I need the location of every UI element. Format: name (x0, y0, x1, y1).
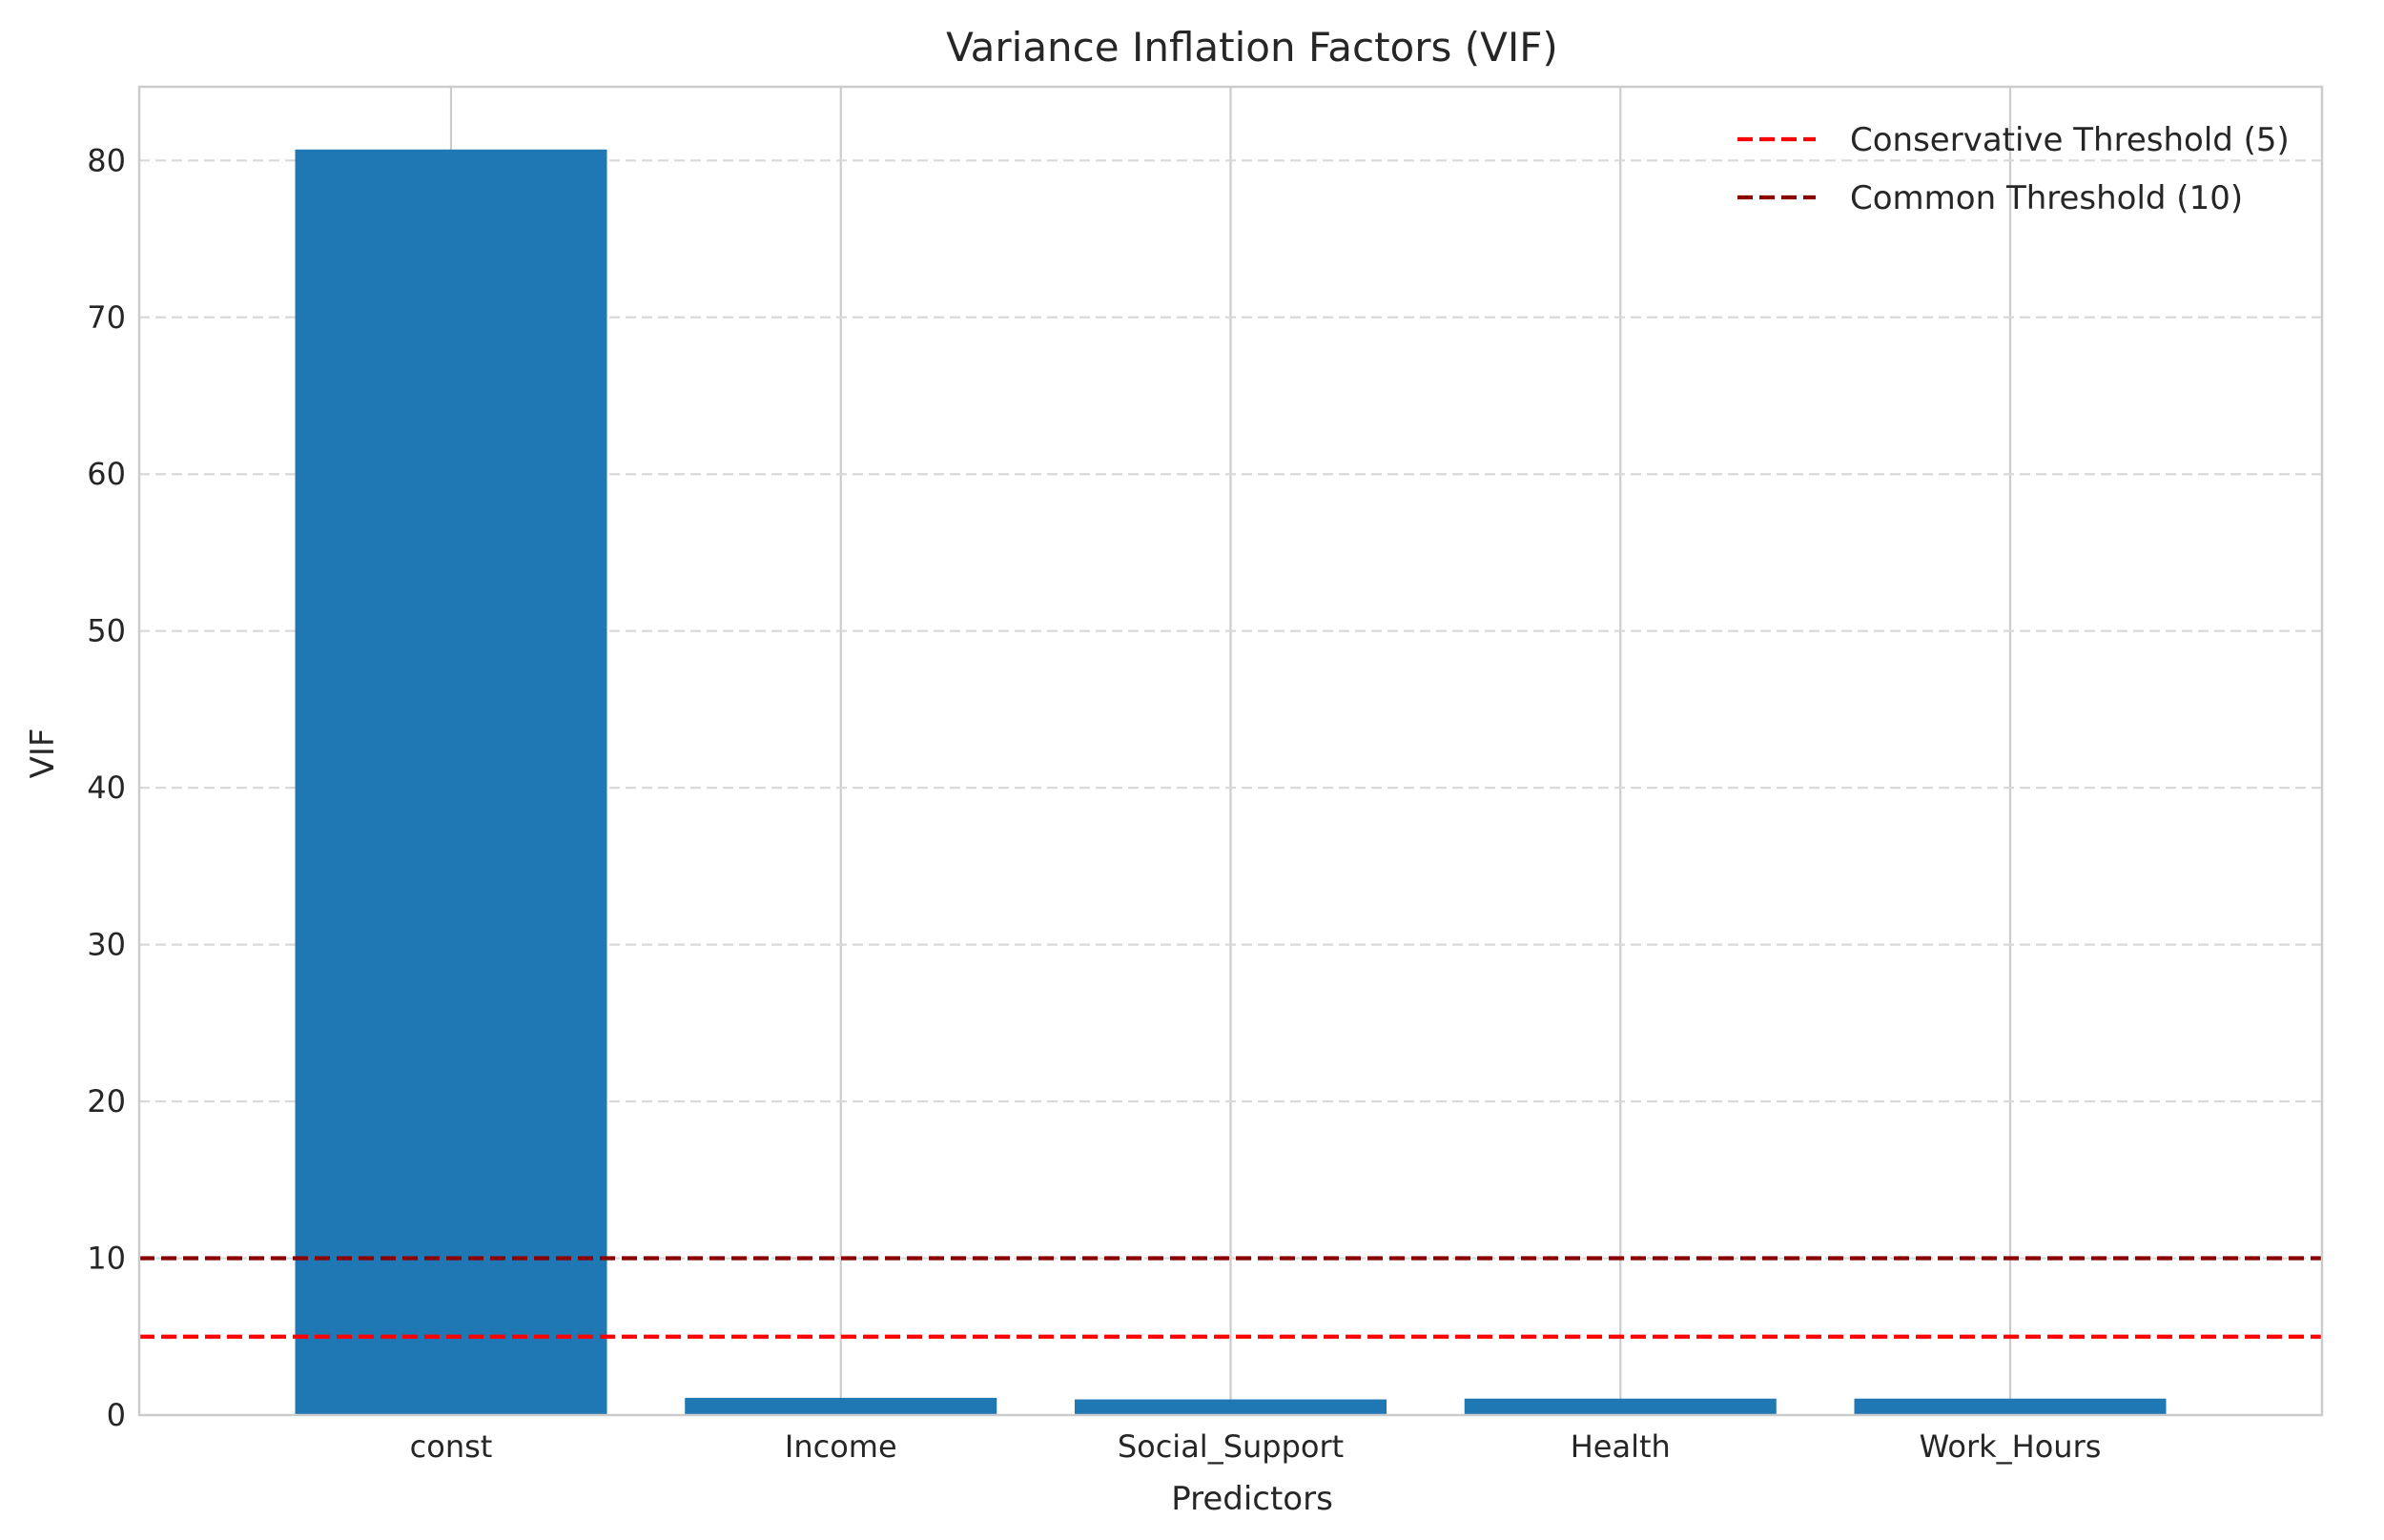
legend: Conservative Threshold (5) Common Thresho… (1737, 121, 2290, 217)
x-axis-ticks: const Income Social_Support Health Work_Hour… (410, 1428, 2102, 1465)
x-tick-label: Income (785, 1428, 897, 1465)
x-tick-label: Work_Hours (1920, 1428, 2102, 1465)
bars (295, 149, 2167, 1415)
y-tick-label: 20 (87, 1083, 126, 1119)
bar-health (1464, 1398, 1777, 1415)
y-axis-ticks: 0 10 20 30 40 50 60 70 80 (87, 142, 126, 1433)
legend-label: Conservative Threshold (5) (1850, 121, 2290, 159)
y-axis-label: VIF (24, 729, 62, 779)
bar-const (295, 149, 607, 1415)
y-tick-label: 50 (87, 613, 126, 649)
y-tick-label: 60 (87, 456, 126, 492)
bar-income (685, 1397, 997, 1415)
y-tick-label: 70 (87, 299, 126, 336)
y-tick-label: 80 (87, 142, 126, 178)
x-tick-label: const (410, 1428, 493, 1465)
bar-work-hours (1854, 1398, 2167, 1415)
y-tick-label: 10 (87, 1241, 126, 1277)
threshold-lines (139, 1256, 2322, 1339)
bar-social-support (1075, 1399, 1387, 1415)
y-tick-label: 40 (87, 770, 126, 806)
legend-label: Common Threshold (10) (1850, 179, 2243, 217)
x-tick-label: Health (1571, 1428, 1671, 1465)
plot-area-frame (137, 85, 2324, 1417)
chart-title: Variance Inflation Factors (VIF) (946, 24, 1558, 71)
y-tick-label: 30 (87, 927, 126, 963)
x-axis-label: Predictors (1171, 1480, 1333, 1518)
y-tick-label: 0 (107, 1397, 126, 1433)
x-tick-label: Social_Support (1118, 1428, 1344, 1465)
